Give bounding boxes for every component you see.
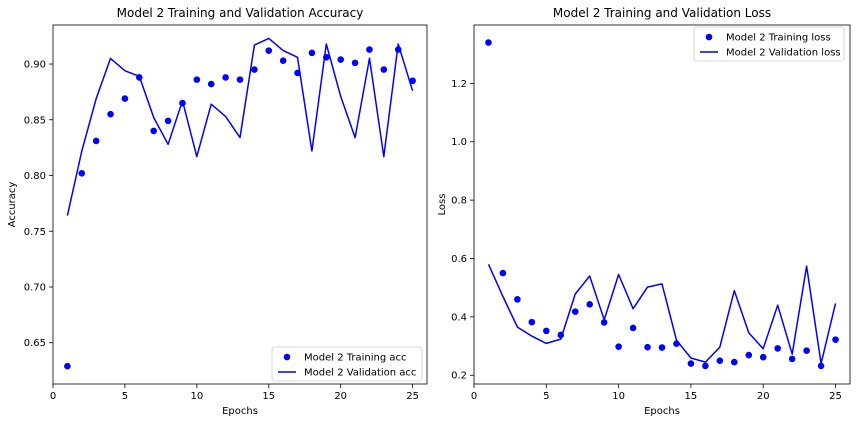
data-point: [164, 117, 172, 125]
data-point: [702, 362, 709, 370]
series-line-1: [487, 263, 837, 365]
data-point: [366, 46, 373, 53]
legend: Model 2 Training loss Model 2 Validation …: [693, 26, 845, 62]
data-point: [251, 66, 258, 73]
data-point: [745, 351, 753, 359]
loss-chart: Model 2 Training and Validation Loss 0 5 10…: [437, 6, 851, 417]
accuracy-chart: Model 2 Training and Validation Accuracy…: [7, 6, 428, 417]
x-tick-label: 15: [262, 391, 275, 402]
series-line-1: [66, 37, 414, 216]
y-tick-label: 0.70: [24, 283, 46, 294]
y-tick-label: 0.85: [24, 115, 46, 126]
data-point: [543, 327, 550, 335]
y-tick-label: 0.2: [451, 371, 467, 382]
data-point: [629, 324, 637, 332]
data-point: [615, 343, 622, 350]
legend: Model 2 Training acc Model 2 Validation a…: [271, 346, 423, 382]
data-point: [832, 336, 839, 343]
data-point: [731, 358, 738, 366]
data-point: [409, 77, 416, 85]
data-point: [64, 362, 71, 370]
legend-dot-swatch: [705, 33, 713, 41]
y-axis-label: Accuracy: [7, 182, 18, 228]
data-point: [485, 39, 492, 46]
data-point: [644, 343, 651, 351]
data-point: [759, 353, 767, 361]
data-point: [121, 95, 129, 102]
data-point: [92, 137, 100, 145]
x-axis-label: Epochs: [644, 406, 680, 417]
legend-label: Model 2 Validation acc: [304, 368, 416, 379]
data-point: [78, 169, 86, 177]
data-point: [600, 319, 608, 326]
legend-box: [693, 26, 845, 62]
data-point: [107, 110, 114, 118]
x-tick-label: 20: [334, 391, 347, 402]
x-tick-label: 0: [471, 391, 477, 402]
x-tick-label: 10: [190, 391, 203, 402]
data-point: [308, 49, 316, 57]
legend-label: Model 2 Training loss: [726, 33, 831, 44]
y-tick-label: 0.6: [451, 254, 467, 265]
y-tick-label: 0.80: [24, 171, 46, 182]
data-point: [571, 308, 579, 315]
y-tick-label: 0.4: [451, 312, 467, 323]
data-point: [236, 76, 244, 83]
data-point: [687, 360, 695, 367]
y-tick-label: 0.75: [24, 227, 46, 238]
data-point: [222, 74, 229, 81]
data-point: [351, 59, 359, 67]
data-point: [586, 301, 593, 308]
legend-label: Model 2 Validation loss: [726, 48, 841, 59]
y-tick-label: 0.8: [451, 196, 467, 207]
x-tick-label: 25: [829, 391, 842, 402]
chart-title: Model 2 Training and Validation Accuracy: [117, 6, 364, 20]
x-tick-label: 10: [612, 391, 625, 402]
chart-title: Model 2 Training and Validation Loss: [553, 6, 771, 20]
data-point: [803, 347, 810, 355]
plot-frame: [52, 24, 428, 385]
x-tick-label: 20: [757, 391, 770, 402]
x-tick-label: 5: [543, 391, 549, 402]
x-axis-label: Epochs: [222, 406, 258, 417]
data-point: [499, 269, 507, 277]
data-point: [193, 76, 201, 83]
data-point: [774, 345, 781, 352]
legend-label: Model 2 Training acc: [304, 353, 407, 364]
data-point: [788, 355, 796, 363]
legend-dot-swatch: [283, 353, 291, 361]
data-point: [817, 362, 825, 370]
data-point: [514, 296, 521, 303]
data-point: [528, 318, 536, 326]
x-tick-label: 5: [122, 391, 128, 402]
data-point: [658, 344, 666, 351]
y-tick-label: 1.0: [451, 137, 467, 148]
x-tick-label: 25: [406, 391, 419, 402]
data-point: [337, 56, 344, 63]
legend-box: [271, 346, 423, 382]
data-point: [716, 357, 724, 364]
data-point: [207, 80, 215, 88]
data-point: [150, 127, 157, 135]
y-axis-label: Loss: [437, 194, 448, 216]
y-tick-label: 1.2: [451, 79, 467, 90]
data-point: [279, 57, 287, 64]
y-tick-label: 0.65: [24, 338, 46, 349]
y-tick-label: 0.90: [24, 60, 46, 71]
data-point: [265, 47, 273, 54]
x-tick-label: 15: [685, 391, 698, 402]
data-point: [380, 66, 388, 73]
plot-frame: [473, 24, 851, 385]
x-tick-label: 0: [50, 391, 56, 402]
